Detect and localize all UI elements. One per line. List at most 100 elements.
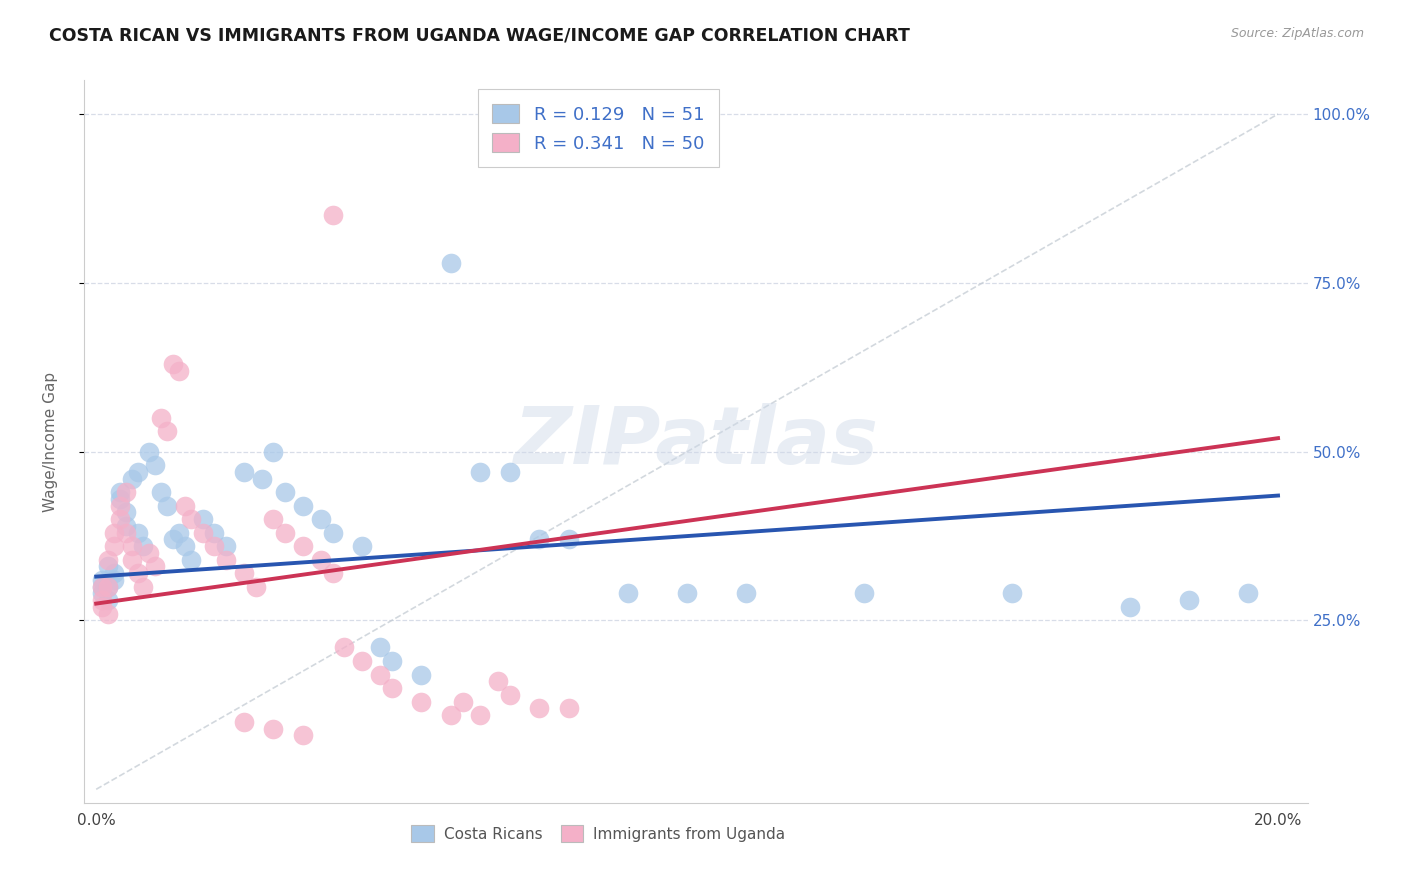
Point (162, 533, 184, 547)
Point (215, 552, 238, 566)
Point (470, 708, 492, 723)
Point (127, 465, 149, 479)
Point (262, 722, 284, 736)
Point (180, 512, 202, 526)
Point (156, 499, 179, 513)
Point (529, 701, 551, 715)
Point (292, 539, 315, 553)
Point (114, 485, 136, 500)
Point (499, 688, 522, 702)
Point (156, 425, 179, 439)
Point (322, 525, 344, 540)
Point (143, 458, 166, 472)
Point (108, 485, 131, 500)
Point (1178, 593, 1201, 607)
Point (132, 539, 155, 553)
Point (215, 539, 238, 553)
Point (381, 681, 404, 695)
Point (322, 566, 344, 581)
Point (108, 512, 131, 526)
Point (91, 599, 114, 614)
Point (162, 357, 184, 371)
Point (97, 552, 120, 566)
Point (191, 512, 214, 526)
Point (138, 444, 160, 458)
Point (499, 465, 522, 479)
Point (91, 586, 114, 600)
Point (262, 444, 284, 458)
Point (292, 728, 315, 742)
Legend: Costa Ricans, Immigrants from Uganda: Costa Ricans, Immigrants from Uganda (404, 817, 793, 849)
Point (617, 586, 640, 600)
Point (103, 566, 125, 581)
Y-axis label: Wage/Income Gap: Wage/Income Gap (44, 371, 58, 512)
Point (191, 525, 214, 540)
Point (103, 539, 125, 553)
Point (440, 255, 463, 269)
Point (150, 485, 173, 500)
Point (97, 559, 120, 574)
Point (150, 411, 173, 425)
Point (121, 472, 143, 486)
Point (114, 525, 136, 540)
Point (451, 694, 474, 708)
Point (97, 580, 120, 594)
Point (1119, 599, 1142, 614)
Point (127, 525, 149, 540)
Point (180, 552, 202, 566)
Point (368, 640, 391, 655)
Point (381, 654, 404, 668)
Point (322, 208, 344, 222)
Text: Source: ZipAtlas.com: Source: ZipAtlas.com (1230, 27, 1364, 40)
Point (411, 694, 433, 708)
Point (97, 580, 120, 594)
Point (368, 667, 391, 681)
Point (853, 586, 876, 600)
Point (167, 525, 190, 540)
Point (262, 512, 284, 526)
Point (558, 701, 581, 715)
Point (108, 491, 131, 506)
Text: COSTA RICAN VS IMMIGRANTS FROM UGANDA WAGE/INCOME GAP CORRELATION CHART: COSTA RICAN VS IMMIGRANTS FROM UGANDA WA… (49, 27, 910, 45)
Point (232, 465, 254, 479)
Point (470, 465, 492, 479)
Text: ZIPatlas: ZIPatlas (513, 402, 879, 481)
Point (232, 566, 254, 581)
Point (250, 472, 273, 486)
Point (309, 552, 332, 566)
Point (202, 525, 225, 540)
Point (173, 539, 195, 553)
Point (103, 525, 125, 540)
Point (167, 364, 190, 378)
Point (114, 505, 136, 519)
Point (352, 654, 374, 668)
Point (108, 499, 131, 513)
Point (309, 512, 332, 526)
Point (173, 499, 195, 513)
Point (91, 573, 114, 587)
Point (558, 533, 581, 547)
Point (121, 539, 143, 553)
Point (138, 546, 160, 560)
Point (97, 593, 120, 607)
Point (114, 519, 136, 533)
Point (232, 714, 254, 729)
Point (1001, 586, 1024, 600)
Point (91, 580, 114, 594)
Point (1237, 586, 1260, 600)
Point (292, 499, 315, 513)
Point (274, 525, 297, 540)
Point (127, 566, 149, 581)
Point (121, 552, 143, 566)
Point (245, 580, 267, 594)
Point (486, 674, 509, 689)
Point (352, 539, 374, 553)
Point (91, 593, 114, 607)
Point (143, 559, 166, 574)
Point (202, 539, 225, 553)
Point (440, 708, 463, 723)
Point (411, 667, 433, 681)
Point (132, 580, 155, 594)
Point (333, 640, 356, 655)
Point (274, 485, 297, 500)
